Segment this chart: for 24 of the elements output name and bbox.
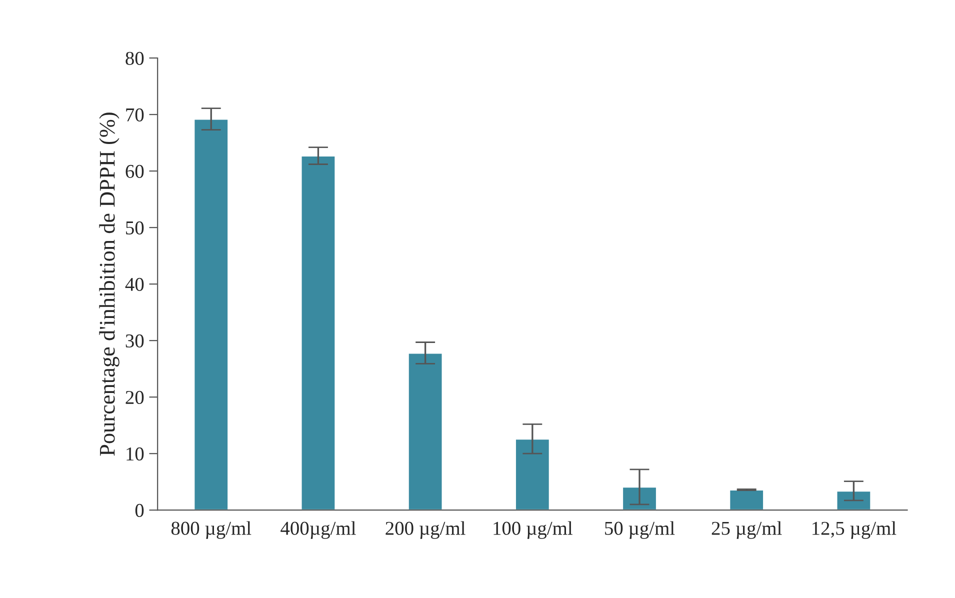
y-axis-title: Pourcentage d'inhibition de DPPH (%) <box>99 112 120 456</box>
x-tick-label: 100 µg/ml <box>494 521 572 539</box>
bar <box>514 438 550 510</box>
bar <box>193 118 229 510</box>
y-tick-label: 0 <box>135 504 144 518</box>
y-tick-label: 60 <box>126 164 144 178</box>
x-tick-label: 200 µg/ml <box>386 521 466 539</box>
x-tick-label: 12,5 µg/ml <box>812 521 896 539</box>
bar <box>836 490 872 510</box>
y-tick-label: 80 <box>126 52 144 65</box>
x-tick-label: 800 µg/ml <box>171 521 252 539</box>
y-tick-label: 50 <box>126 221 144 234</box>
y-tick-label: 30 <box>126 334 144 348</box>
x-tick-label: 25 µg/ml <box>712 521 782 539</box>
y-tick-label: 10 <box>126 447 144 461</box>
bar <box>622 486 658 510</box>
bar <box>407 352 444 510</box>
x-tick-label: 400µg/ml <box>280 521 356 539</box>
y-tick-label: 20 <box>126 390 144 404</box>
x-tick-label: 50 µg/ml <box>605 521 675 539</box>
bar <box>300 155 336 510</box>
bar <box>728 489 764 510</box>
y-tick-label: 40 <box>125 278 144 291</box>
y-tick-label: 70 <box>126 108 144 122</box>
